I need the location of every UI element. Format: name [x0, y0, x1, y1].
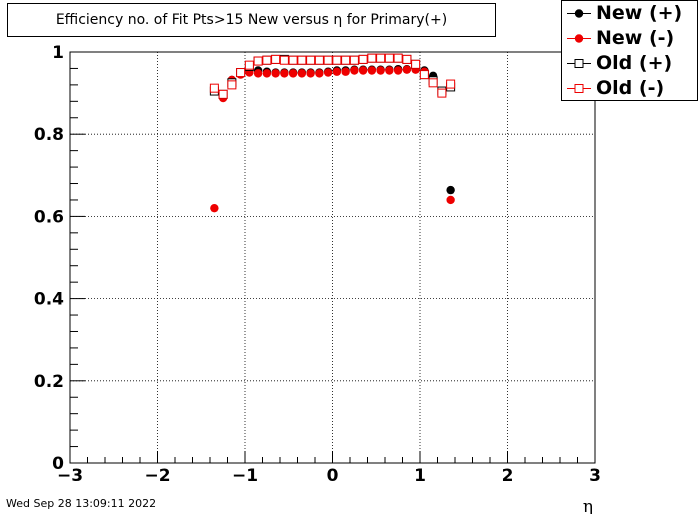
data-point-old — [209, 83, 219, 93]
data-point-new — [358, 66, 368, 75]
data-point-old — [253, 56, 263, 66]
x-tick-label: −3 — [57, 466, 83, 486]
data-point-old — [376, 53, 386, 63]
data-point-old — [323, 55, 333, 65]
legend: New (+) New (-) Old (+) Old (-) — [561, 0, 698, 101]
data-point-new — [350, 66, 359, 75]
chart-title: Efficiency no. of Fit Pts>15 New versus … — [7, 3, 496, 37]
data-point-new — [288, 69, 298, 78]
data-point-old — [218, 89, 228, 99]
x-tick-label: 0 — [327, 466, 339, 486]
data-point-old — [428, 78, 438, 88]
data-point-new — [385, 66, 394, 75]
data-point-old — [358, 54, 368, 64]
x-tick-label: −1 — [232, 466, 258, 486]
legend-label: New (+) — [596, 2, 683, 24]
plot-frame — [69, 51, 596, 464]
legend-item-old-minus: Old (-) — [562, 76, 699, 101]
data-point-new — [306, 69, 315, 78]
y-tick-label: 1 — [52, 43, 64, 63]
data-point-old — [314, 55, 324, 65]
data-point-old — [419, 70, 429, 80]
data-point-old — [402, 54, 412, 64]
x-axis-label: η — [583, 497, 593, 514]
data-point-old — [349, 55, 359, 65]
data-point-new — [323, 68, 333, 77]
legend-label: New (-) — [596, 27, 675, 49]
data-markers — [209, 53, 456, 213]
data-point-new — [315, 69, 324, 78]
tick-labels: −3 −2 −1 0 1 2 3 0 0.2 0.4 0.6 0.8 1 — [34, 43, 601, 486]
data-point-new — [280, 69, 289, 78]
data-point-old — [446, 79, 456, 89]
data-point-old — [227, 80, 237, 90]
data-point-new — [402, 65, 412, 74]
y-tick-label: 0.6 — [34, 207, 64, 227]
data-point-old — [262, 55, 272, 65]
data-point-old — [288, 55, 298, 65]
legend-label: Old (+) — [596, 52, 673, 74]
axis-ticks — [69, 51, 596, 464]
data-point-old — [393, 53, 403, 63]
x-tick-label: −2 — [144, 466, 170, 486]
data-point-new — [393, 66, 403, 75]
data-point-old — [384, 53, 394, 63]
legend-label: Old (-) — [596, 77, 665, 99]
chart-title-text: Efficiency no. of Fit Pts>15 New versus … — [55, 12, 448, 28]
grid-lines — [70, 52, 595, 463]
data-point-old — [367, 53, 377, 63]
x-tick-label: 3 — [589, 466, 601, 486]
data-point-new — [332, 67, 342, 76]
data-point-old — [332, 55, 342, 65]
y-tick-label: 0 — [52, 454, 64, 474]
data-point-old — [306, 55, 316, 65]
data-point-old — [437, 88, 447, 98]
data-point-old — [411, 59, 421, 69]
y-tick-label: 0.8 — [34, 125, 64, 145]
y-tick-label: 0.4 — [34, 290, 64, 310]
data-point-new — [297, 69, 307, 78]
timestamp: Wed Sep 28 13:09:11 2022 — [6, 497, 157, 510]
legend-item-new-plus: New (+) — [562, 1, 699, 26]
data-point-new — [367, 66, 377, 75]
data-point-new — [210, 203, 219, 213]
x-tick-label: 2 — [502, 466, 514, 486]
data-point-new — [271, 69, 280, 78]
data-point-new — [341, 67, 350, 76]
data-point-old — [271, 54, 281, 64]
data-point-new — [376, 66, 385, 75]
legend-item-old-plus: Old (+) — [562, 51, 699, 76]
data-point-old — [236, 68, 246, 78]
y-tick-label: 0.2 — [34, 372, 64, 392]
x-tick-label: 1 — [414, 466, 426, 486]
data-point-old — [297, 55, 307, 65]
legend-item-new-minus: New (-) — [562, 26, 699, 51]
data-point-old — [279, 55, 289, 65]
data-point-old — [341, 55, 351, 65]
data-point-new — [446, 185, 455, 195]
data-point-new — [446, 195, 455, 205]
data-point-new — [262, 69, 272, 78]
data-point-new — [253, 69, 263, 78]
data-point-old — [244, 60, 254, 70]
